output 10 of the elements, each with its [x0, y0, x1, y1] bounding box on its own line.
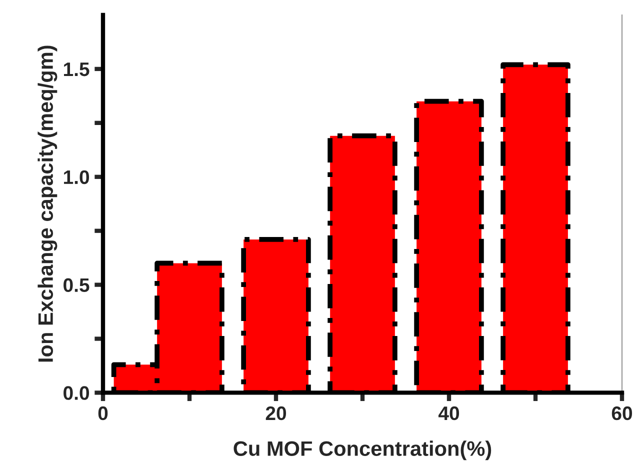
x-tick-label: 60 — [612, 406, 632, 420]
y-tick-label: 1.0 — [64, 170, 90, 184]
x-tick-label: 20 — [266, 406, 286, 420]
x-axis-title: Cu MOF Concentration(%) — [234, 440, 492, 460]
y-tick-label: 0.5 — [64, 278, 90, 292]
y-axis-title: Ion Exchange capacity(meq/gm) — [38, 46, 58, 362]
x-tick-label: 40 — [438, 406, 460, 420]
text: 0.0 — [64, 386, 90, 400]
y-tick-label: 1.5 — [64, 62, 90, 76]
x-tick-label: 0 — [98, 406, 108, 420]
